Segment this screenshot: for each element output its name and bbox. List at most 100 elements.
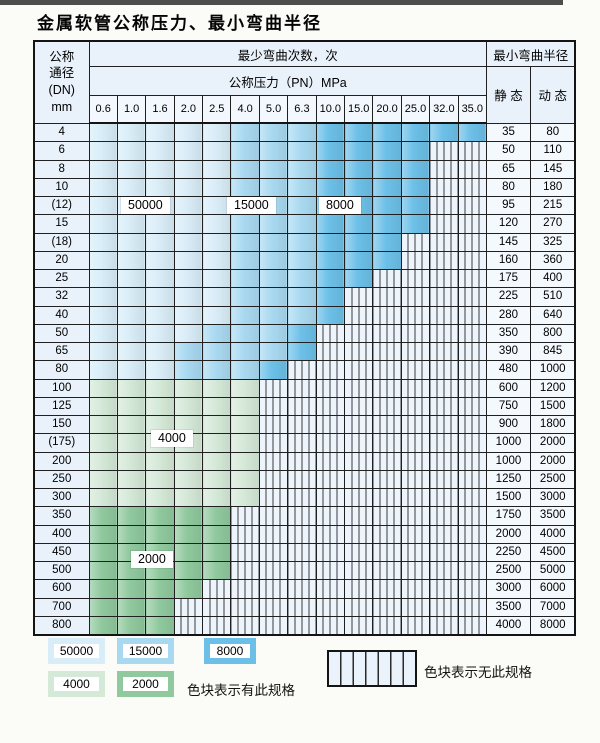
dynamic-cell: 1500 [529,396,576,417]
spec-cell-zone-4 [202,469,232,490]
spec-cell-zone-3 [315,250,346,271]
static-cell: 175 [485,268,531,289]
dynamic-cell: 270 [529,214,576,234]
pressure-header: 公称压力（PN）MPa [88,66,487,96]
dynamic-cell: 145 [529,159,576,179]
dn-cell: 450 [33,542,90,563]
spec-cell-zone-4 [116,378,147,398]
spec-cell-no-spec [344,451,374,471]
spec-cell-zone-1 [145,159,175,179]
spec-cell-no-spec [400,469,431,490]
spec-cell-zone-2 [230,305,260,325]
dynamic-cell: 110 [529,141,576,161]
spec-cell-zone-1 [202,250,232,271]
spec-cell-no-spec [457,214,487,234]
spec-cell-zone-5 [88,597,118,617]
spec-cell-no-spec [230,597,260,617]
spec-cell-zone-1 [116,268,147,289]
spec-cell-zone-2 [173,360,204,380]
spec-cell-no-spec [429,396,459,417]
spec-cell-zone-4 [116,414,147,435]
spec-cell-no-spec [372,597,402,617]
spec-cell-zone-1 [116,159,147,179]
spec-cell-no-spec [287,506,317,526]
spec-cell-zone-4 [173,451,204,471]
spec-cell-no-spec [230,579,260,599]
table-row: 10 80 180 [33,177,576,198]
table-row: 65 390 845 [33,341,576,362]
spec-cell-zone-4 [230,378,260,398]
static-cell: 225 [485,287,531,307]
dn-cell: 125 [33,396,90,417]
table-row: 6 50 110 [33,141,576,161]
spec-cell-no-spec [315,414,346,435]
pressure-value-header: 5.0 [258,95,289,124]
spec-cell-no-spec [429,579,459,599]
dynamic-cell: 6000 [529,579,576,599]
spec-cell-no-spec [344,414,374,435]
spec-cell-no-spec [400,487,431,508]
spec-cell-zone-1 [173,323,204,344]
spec-cell-no-spec [400,287,431,307]
spec-cell-no-spec [258,597,289,617]
dynamic-cell: 5000 [529,560,576,581]
spec-cell-zone-1 [88,287,118,307]
static-cell: 35 [485,122,531,143]
spec-cell-no-spec [315,360,346,380]
spec-cell-zone-1 [173,268,204,289]
header-row-3: 0.6 1.0 1.6 2.0 2.5 4.0 5.0 6.3 10.0 15.0 20.0 25.0… [34,95,575,124]
spec-cell-zone-2 [287,159,317,179]
spec-cell-no-spec [429,195,459,216]
dynamic-cell: 4500 [529,542,576,563]
spec-cell-no-spec [372,506,402,526]
spec-cell-zone-4 [145,451,175,471]
static-cell: 350 [485,323,531,344]
dn-cell: 800 [33,615,90,636]
spec-cell-no-spec [344,323,374,344]
spec-cell-no-spec [315,469,346,490]
spec-cell-zone-3 [344,268,374,289]
spec-cell-zone-3 [287,341,317,362]
spec-cell-no-spec [429,451,459,471]
spec-cell-no-spec [287,433,317,453]
pressure-value-header: 25.0 [400,95,431,124]
spec-cell-no-spec [372,378,402,398]
spec-cell-zone-1 [88,177,118,198]
static-cell: 120 [485,214,531,234]
spec-cell-no-spec [372,268,402,289]
spec-cell-zone-1 [173,195,204,216]
spec-cell-no-spec [429,159,459,179]
dynamic-cell: 325 [529,232,576,252]
spec-cell-zone-4 [230,396,260,417]
dn-cell: (18) [33,232,90,252]
spec-cell-zone-1 [202,268,232,289]
spec-cell-zone-1 [202,232,232,252]
spec-cell-no-spec [287,542,317,563]
spec-cell-zone-1 [202,305,232,325]
spec-cell-zone-3 [457,122,487,143]
spec-cell-no-spec [429,177,459,198]
spec-cell-zone-1 [173,287,204,307]
spec-table: 公称 通径 (DN) mm 最少弯曲次数，次 最小弯曲半径 公称压力（PN）MPa 静 态动 … [33,40,577,636]
spec-cell-zone-3 [400,214,431,234]
static-cell: 280 [485,305,531,325]
spec-cell-zone-4 [202,378,232,398]
dn-column-header-line: 通径 [49,66,75,81]
dn-cell: 150 [33,414,90,435]
dn-cell: 40 [33,305,90,325]
spec-cell-no-spec [400,451,431,471]
spec-cell-zone-3 [344,122,374,143]
spec-cell-zone-5 [116,597,147,617]
spec-cell-zone-2 [287,214,317,234]
legend-swatch-15000: 15000 [117,638,174,664]
spec-cell-zone-5 [88,579,118,599]
spec-cell-no-spec [400,250,431,271]
spec-cell-zone-3 [344,159,374,179]
spec-cell-zone-3 [372,122,402,143]
spec-cell-no-spec [230,542,260,563]
spec-cell-zone-2 [230,341,260,362]
spec-cell-no-spec [344,506,374,526]
spec-cell-no-spec [315,524,346,544]
spec-cell-no-spec [457,159,487,179]
dynamic-cell: 800 [529,323,576,344]
